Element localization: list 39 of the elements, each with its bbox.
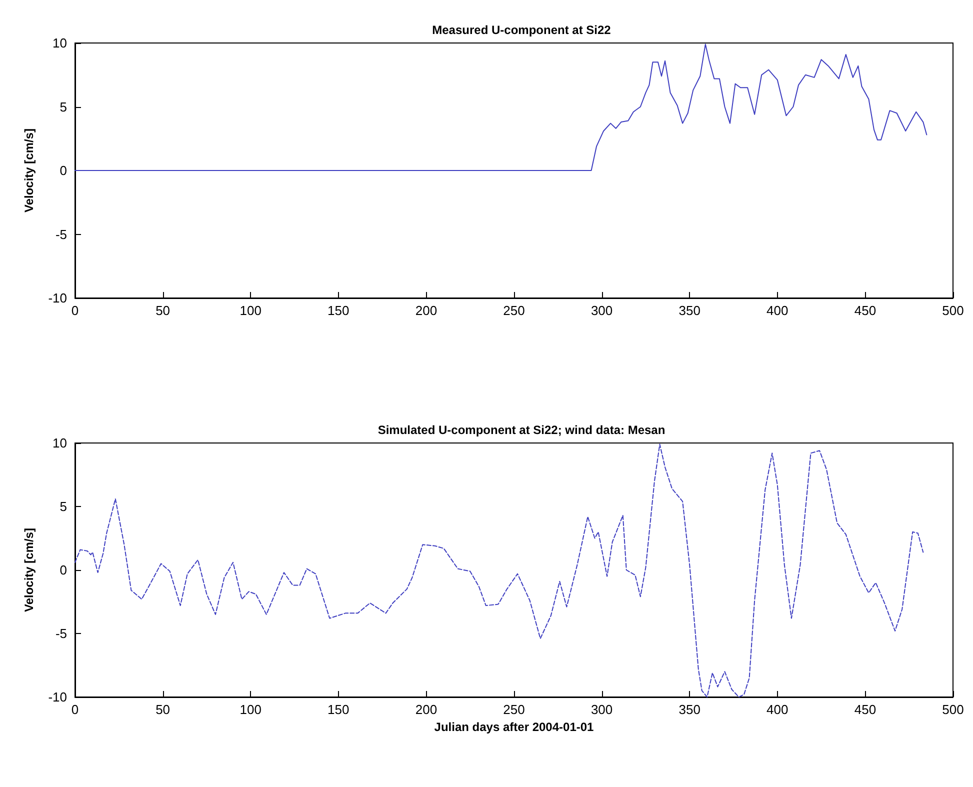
x-tick-label: 100 [240, 702, 262, 717]
x-tick-label: 200 [415, 702, 438, 717]
x-tick-label: 250 [503, 303, 525, 318]
y-tick-label: 5 [60, 99, 67, 114]
x-tick-label: 450 [854, 303, 876, 318]
y-axis-title: Velocity [cm/s] [22, 128, 36, 213]
x-tick-label: 250 [503, 702, 525, 717]
y-tick-label: 0 [60, 163, 67, 178]
y-tick-label: 10 [52, 436, 67, 450]
chart-title: Simulated U-component at Si22; wind data: Mesan [378, 423, 666, 437]
y-tick-label: 5 [60, 499, 67, 514]
x-tick-label: 50 [156, 702, 170, 717]
y-axis-title: Velocity [cm/s] [22, 528, 36, 612]
x-tick-label: 300 [590, 303, 613, 318]
x-tick-label: 150 [328, 303, 350, 318]
x-tick-label: 100 [240, 303, 262, 318]
y-tick-label: -10 [48, 690, 67, 704]
x-tick-label: 500 [942, 303, 964, 318]
y-tick-label: -5 [55, 626, 67, 641]
x-tick-label: 350 [678, 303, 700, 318]
x-tick-label: 400 [766, 702, 788, 717]
x-tick-label: 300 [590, 702, 613, 717]
x-tick-label: 50 [156, 303, 170, 318]
y-tick-label: -5 [55, 226, 67, 242]
x-tick-label: 350 [678, 702, 700, 717]
line-series [74, 444, 924, 698]
line-series [74, 44, 928, 171]
y-tick-label: -10 [48, 290, 67, 306]
x-tick-label: 0 [71, 303, 79, 318]
x-axis-title: Julian days after 2004-01-01 [434, 720, 594, 734]
chart-title: Measured U-component at Si22 [432, 23, 612, 37]
x-tick-label: 0 [71, 702, 79, 717]
x-tick-label: 200 [415, 303, 438, 318]
y-tick-label: 10 [52, 36, 67, 50]
x-tick-label: 500 [942, 702, 964, 717]
y-tick-label: 0 [60, 562, 67, 578]
x-tick-label: 400 [766, 303, 788, 318]
x-tick-label: 450 [854, 702, 876, 717]
x-tick-label: 150 [328, 702, 350, 717]
